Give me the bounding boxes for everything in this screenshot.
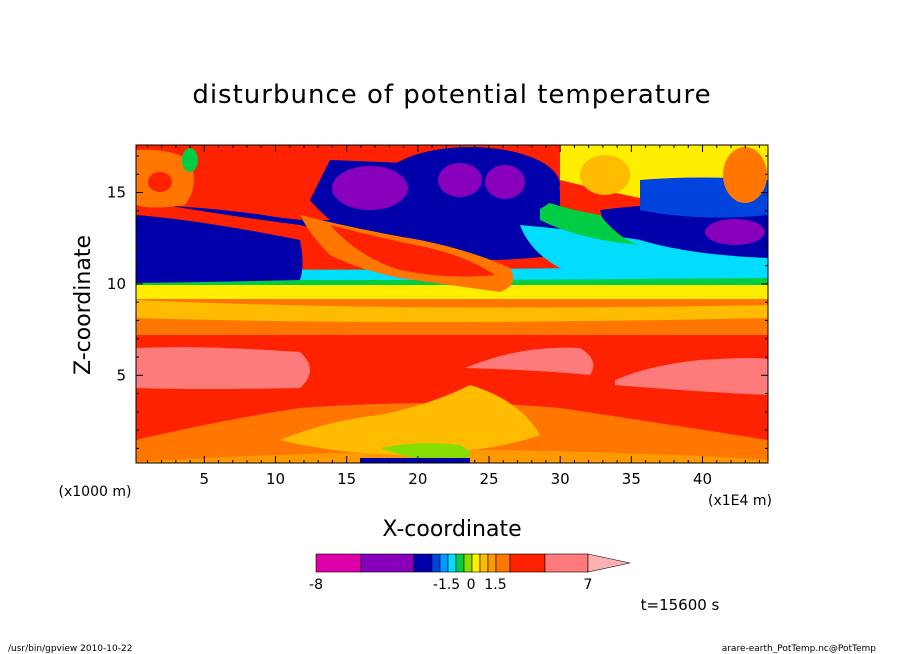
purple-top-2: [438, 163, 482, 197]
top-right-yellow: [580, 155, 630, 195]
y-multiplier-label: (x1000 m): [59, 484, 132, 500]
x-tick-label: 20: [408, 470, 427, 488]
chart-title: disturbunce of potential temperature: [192, 80, 711, 110]
purple-top-3: [485, 165, 525, 199]
colorbar-label: 1.5: [484, 577, 506, 593]
heatmap-field: [136, 145, 768, 463]
footer-right: arare-earth_PotTemp.nc@PotTemp: [722, 644, 877, 654]
green-patch-right: [540, 200, 640, 245]
bottom-blue: [360, 458, 470, 463]
top-right-orange: [723, 147, 767, 203]
purple-right: [705, 219, 765, 245]
colorbar-label: 0: [467, 577, 476, 593]
colorbar-segment: [431, 553, 441, 573]
colorbar-segment: [447, 553, 457, 573]
colorbar-segment: [479, 553, 489, 573]
x-tick-label: 10: [266, 470, 285, 488]
colorbar-segment: [471, 553, 481, 573]
pink-left: [136, 347, 310, 389]
footer-left: /usr/bin/gpview 2010-10-22: [8, 644, 132, 654]
y-tick-label: 15: [107, 184, 126, 202]
colorbar-segment: [413, 553, 433, 573]
x-axis: 5 10 15 20 25 30 35 40: [146, 145, 760, 488]
colorbar-segment: [463, 553, 473, 573]
time-label: t=15600 s: [641, 596, 720, 614]
y-tick-label: 5: [116, 366, 126, 384]
colorbar-arrow: [587, 553, 631, 573]
colorbar-segment: [495, 553, 511, 573]
colorbar-segment: [315, 553, 362, 573]
turbulent-green: [380, 443, 470, 463]
colorbar-segment: [544, 553, 589, 573]
y-axis: 5 10 15: [107, 155, 768, 449]
y-axis-title: Z-coordinate: [71, 235, 96, 375]
x-tick-label: 25: [479, 470, 498, 488]
top-left-red: [148, 172, 172, 192]
top-red-wedge: [205, 156, 330, 221]
colorbar-segment: [487, 553, 497, 573]
colorbar-segment: [509, 553, 546, 573]
blue-left: [136, 215, 303, 283]
plot-frame: [135, 144, 769, 464]
x-tick-label: 40: [693, 470, 712, 488]
colorbar-label: -8: [309, 577, 323, 593]
colorbar-label: -1.5: [433, 577, 460, 593]
x-multiplier-label: (x1E4 m): [708, 493, 772, 509]
x-tick-label: 5: [200, 470, 210, 488]
y-tick-label: 10: [107, 275, 126, 293]
cyan-right: [520, 225, 768, 276]
x-tick-label: 15: [337, 470, 356, 488]
x-tick-label: 35: [622, 470, 641, 488]
x-tick-label: 30: [551, 470, 570, 488]
colorbar: -8 -1.5 0 1.5 7: [309, 553, 631, 593]
colorbar-segment: [439, 553, 449, 573]
turbulent-yellow: [280, 385, 540, 455]
purple-top-1: [332, 166, 408, 210]
colorbar-segment: [360, 553, 415, 573]
pink-center: [465, 347, 594, 375]
colorbar-segment: [455, 553, 465, 573]
upper-gradient-1: [136, 300, 768, 322]
upper-yellow: [136, 283, 768, 299]
green-blob-top: [182, 148, 198, 172]
warm-tongue-core: [330, 225, 495, 277]
x-axis-title: X-coordinate: [382, 517, 521, 542]
pink-right: [615, 358, 768, 395]
colorbar-label: 7: [584, 577, 593, 593]
